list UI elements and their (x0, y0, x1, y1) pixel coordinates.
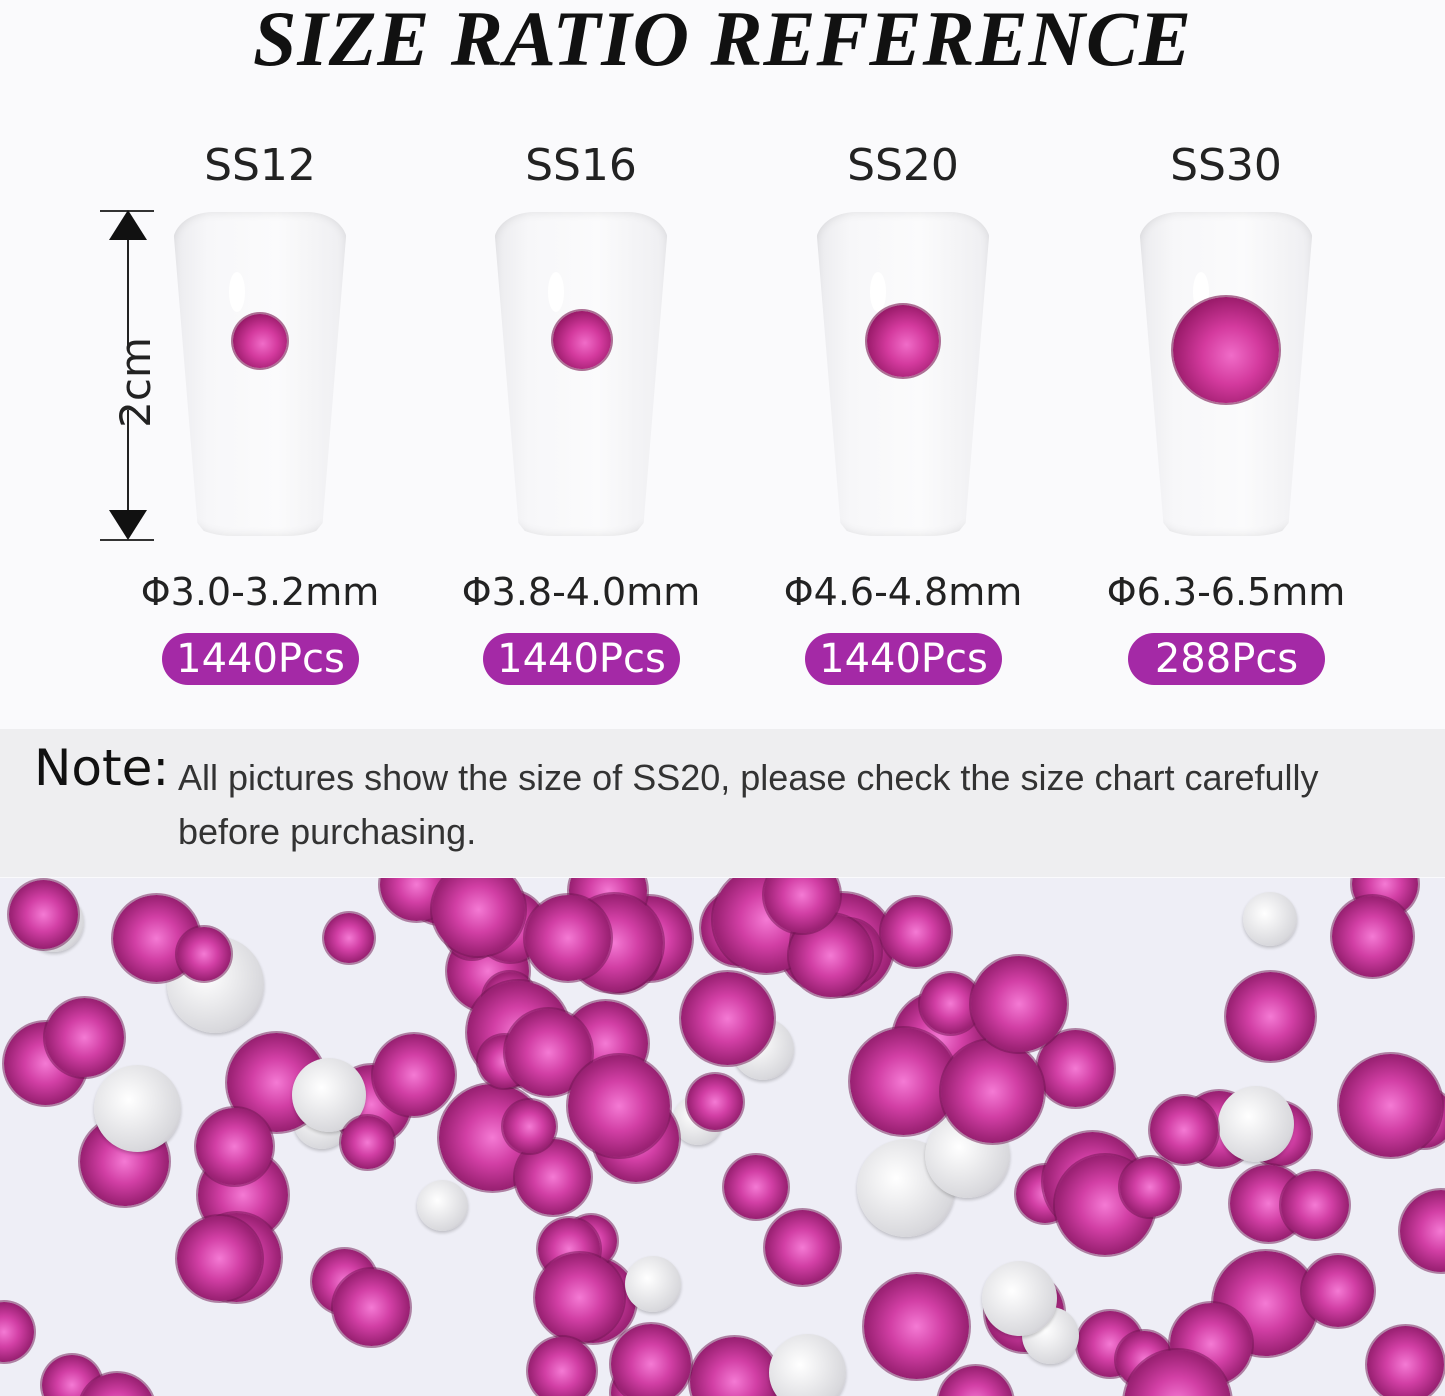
rhinestone (971, 956, 1067, 1052)
rhinestone (196, 1108, 273, 1185)
count-badge: 1440Pcs (483, 633, 680, 685)
size-name: SS16 (525, 140, 637, 191)
rhinestone (920, 973, 981, 1034)
rhinestone (850, 1028, 957, 1135)
rhinestone (881, 897, 951, 967)
rhinestone-back (769, 1334, 846, 1396)
rhinestone (1339, 1054, 1442, 1157)
nail-tip (173, 212, 347, 536)
diameter-label: Φ6.3-6.5mm (1106, 570, 1346, 614)
page-title: SIZE RATIO REFERENCE (252, 0, 1192, 82)
rhinestone (333, 1269, 410, 1346)
rhinestone (941, 1040, 1044, 1143)
rhinestone (867, 305, 939, 377)
size-column-ss16: SS16 Φ3.8-4.0mm 1440Pcs (421, 0, 741, 720)
rhinestone (373, 1034, 455, 1116)
rhinestone-back (417, 1180, 468, 1231)
rhinestone (1332, 896, 1413, 977)
rhinestone (687, 1074, 743, 1130)
rhinestone (553, 311, 611, 369)
nail-tip (494, 212, 668, 536)
rhinestone (9, 880, 78, 949)
count-badge: 1440Pcs (162, 633, 359, 685)
rhinestones-photo (0, 878, 1445, 1396)
rhinestone-back (94, 1065, 181, 1152)
rhinestone (432, 878, 525, 956)
size-name: SS30 (1170, 140, 1282, 191)
rhinestone (525, 895, 611, 981)
height-ruler: 2cm (100, 208, 160, 542)
rhinestone (681, 972, 774, 1065)
rhinestone (177, 1216, 262, 1301)
rhinestone (765, 1210, 840, 1285)
rhinestone-back (1243, 892, 1297, 946)
arrow-down-icon (109, 510, 147, 540)
rhinestone (503, 1100, 556, 1153)
rhinestone-back (625, 1256, 681, 1312)
diameter-label: Φ3.0-3.2mm (140, 570, 380, 614)
rhinestone (611, 1324, 691, 1396)
rhinestone (528, 1337, 596, 1396)
rhinestone (568, 1055, 670, 1157)
note-text: All pictures show the size of SS20, plea… (178, 757, 1319, 852)
rhinestone (938, 1366, 1013, 1396)
rhinestone-back (982, 1261, 1057, 1336)
rhinestone (1037, 1030, 1114, 1107)
rhinestone (864, 1274, 969, 1379)
size-name: SS20 (847, 140, 959, 191)
rhinestone (724, 1155, 788, 1219)
rhinestone (324, 913, 374, 963)
rhinestone (535, 1253, 624, 1342)
size-name: SS12 (204, 140, 316, 191)
rhinestone (1173, 297, 1279, 403)
rhinestone (341, 1116, 394, 1169)
size-column-ss30: SS30 Φ6.3-6.5mm 288Pcs (1066, 0, 1386, 720)
count-badge: 288Pcs (1128, 633, 1325, 685)
rhinestone (1400, 1190, 1445, 1272)
rhinestone (1281, 1171, 1349, 1239)
rhinestone (1120, 1157, 1180, 1217)
diameter-label: Φ3.8-4.0mm (461, 570, 701, 614)
rhinestone (690, 1337, 779, 1396)
note-banner: Note: All pictures show the size of SS20… (0, 729, 1445, 877)
rhinestone (1367, 1326, 1444, 1396)
rhinestone (233, 314, 287, 368)
rhinestone (1226, 972, 1315, 1061)
rhinestone (45, 998, 124, 1077)
arrow-up-icon (109, 210, 147, 240)
rhinestone (1150, 1096, 1218, 1164)
rhinestone (1302, 1255, 1374, 1327)
diameter-label: Φ4.6-4.8mm (783, 570, 1023, 614)
count-badge: 1440Pcs (805, 633, 1002, 685)
size-column-ss20: SS20 Φ4.6-4.8mm 1440Pcs (743, 0, 1063, 720)
size-column-ss12: SS12 Φ3.0-3.2mm 1440Pcs (100, 0, 420, 720)
note-label: Note: (34, 739, 170, 797)
rhinestone (0, 1302, 34, 1362)
rhinestone (79, 1373, 155, 1396)
rhinestone-back (1218, 1086, 1294, 1162)
rhinestone (177, 927, 231, 981)
